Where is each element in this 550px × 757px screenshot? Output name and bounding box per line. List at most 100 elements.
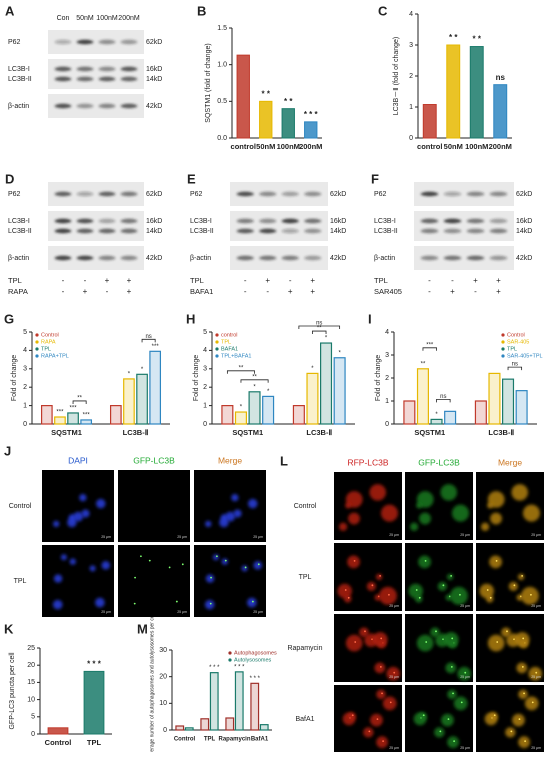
y-tick-label: 1.5 [217, 25, 227, 32]
cell [338, 522, 348, 531]
blot-band [236, 218, 254, 224]
cell [512, 713, 525, 727]
puncta [506, 630, 508, 633]
significance-label: * * [449, 33, 458, 42]
scale-bar-label: 25 μm [531, 533, 541, 537]
blot-label: LC3B-I [374, 218, 396, 225]
cell [60, 554, 67, 561]
puncta [133, 602, 136, 605]
bar [54, 416, 66, 425]
scale-bar-label: 25 μm [389, 746, 399, 750]
blot-band [443, 218, 462, 224]
significance-label: * [325, 336, 328, 342]
blot-label: LC3B-I [8, 66, 30, 73]
bar [333, 357, 346, 425]
panel-letter: D [5, 171, 14, 186]
blot-band [420, 218, 439, 224]
x-tick-label: SQSTM1 [414, 428, 445, 437]
cell [96, 498, 106, 509]
lane-label: 50nM [76, 15, 94, 22]
cell [416, 502, 423, 509]
cell [489, 712, 498, 721]
panel-letter: C [378, 3, 388, 18]
bar [47, 727, 69, 735]
puncta [464, 671, 467, 674]
puncta [379, 665, 382, 668]
y-tick-label: 10 [27, 696, 35, 703]
significance-label: *** [426, 342, 434, 348]
bar [67, 412, 79, 425]
y-tick-label: 4 [23, 347, 27, 354]
cell [418, 555, 431, 569]
y-tick-label: 1 [385, 398, 389, 405]
significance-label: ns [316, 321, 322, 327]
bar [221, 405, 234, 425]
kd-label: 42kD [146, 255, 162, 262]
blot-band [259, 218, 277, 224]
significance-bracket [422, 347, 437, 351]
blot-band [489, 191, 508, 197]
blot-band [304, 228, 322, 234]
significance-label: * [240, 405, 243, 411]
cell [225, 511, 236, 522]
blot-band [76, 103, 94, 109]
cell [418, 712, 427, 721]
legend-label: Autolysosomes [234, 657, 272, 663]
scale-bar-label: 25 μm [531, 746, 541, 750]
puncta [353, 559, 356, 562]
cell [517, 573, 525, 581]
blot-label: P62 [374, 191, 387, 198]
y-tick-label: 5 [203, 329, 207, 336]
bar [488, 372, 501, 425]
legend-marker [35, 354, 39, 358]
micrograph [118, 545, 190, 617]
treatment-sign: - [62, 276, 65, 285]
lane-label: Con [57, 15, 70, 22]
bar [200, 718, 210, 731]
significance-bracket [298, 325, 341, 329]
significance-label: * [141, 367, 144, 373]
cell [446, 573, 454, 581]
blot-band [76, 76, 94, 82]
blot-label: P62 [190, 191, 203, 198]
bar [83, 670, 105, 735]
blot-strip [48, 211, 144, 241]
micrograph [118, 470, 190, 542]
cell [416, 634, 434, 652]
blot-band [54, 228, 72, 234]
bar [444, 410, 457, 425]
significance-bracket [226, 370, 255, 374]
puncta [513, 638, 515, 641]
x-tick-label: 200nM [489, 142, 512, 151]
bar [136, 373, 148, 425]
y-tick-label: 4 [203, 347, 207, 354]
y-axis-label: The average number of autophagosomes and… [149, 613, 155, 752]
cell [449, 586, 468, 605]
significance-label: * * * [304, 110, 319, 119]
kd-label: 62kD [146, 191, 162, 198]
bar [469, 46, 484, 139]
legend-label: SAR-405 [507, 339, 529, 345]
y-tick-label: 0 [23, 421, 27, 428]
cell [516, 662, 528, 674]
lane-label: 200nM [118, 15, 140, 22]
puncta [521, 575, 524, 577]
significance-label: * * * [234, 664, 245, 670]
cell [53, 520, 60, 528]
puncta [493, 714, 496, 717]
puncta [524, 740, 527, 743]
treatment-sign: - [266, 287, 269, 296]
x-tick-label: Rapamycin [218, 737, 250, 743]
blot-band [489, 218, 508, 224]
blot-band [236, 191, 254, 197]
legend-label: RAPA [41, 339, 56, 345]
treatment-label: TPL [374, 276, 388, 285]
kd-label: 42kD [146, 103, 162, 110]
bar [304, 121, 318, 139]
x-tick-label: control [231, 142, 256, 151]
cell [370, 713, 383, 727]
cell [212, 554, 219, 561]
bar [109, 405, 122, 425]
puncta [415, 589, 418, 591]
significance-label: * [435, 412, 438, 418]
